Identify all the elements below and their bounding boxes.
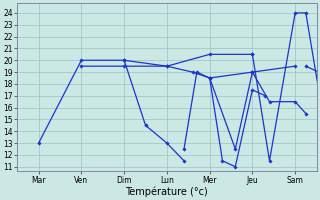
X-axis label: Température (°c): Température (°c): [125, 186, 208, 197]
